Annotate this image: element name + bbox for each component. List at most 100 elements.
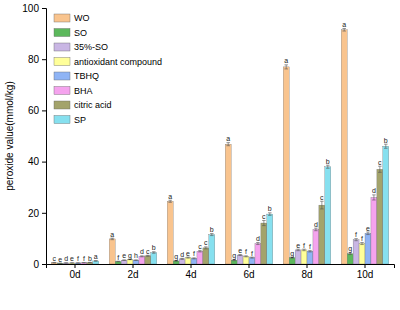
- legend-label: TBHQ: [74, 71, 99, 81]
- significance-label: b: [268, 205, 272, 212]
- y-tick-mark: [42, 110, 46, 111]
- bar: [347, 254, 353, 264]
- legend-swatch: [54, 116, 70, 124]
- legend-swatch: [54, 87, 70, 95]
- y-tick-label: 80: [28, 54, 40, 65]
- bar: [319, 205, 325, 264]
- bar: [69, 263, 75, 264]
- bar: [225, 144, 231, 264]
- error-bar: [210, 234, 214, 236]
- error-bar: [354, 239, 358, 241]
- significance-label: a: [284, 57, 288, 64]
- error-bar: [192, 258, 196, 259]
- error-bar: [94, 260, 98, 262]
- error-bar: [140, 256, 144, 257]
- y-tick-label: 0: [33, 259, 39, 270]
- y-tick: 60: [28, 105, 46, 116]
- y-axis-line: [42, 9, 47, 265]
- x-tick: 6d: [243, 264, 254, 280]
- y-tick-label: 40: [28, 156, 40, 167]
- x-tick-mark: [191, 264, 192, 268]
- legend-swatch: [54, 58, 70, 66]
- y-tick-label: 60: [28, 105, 40, 116]
- error-bar: [152, 252, 156, 254]
- significance-label: e: [70, 255, 74, 262]
- error-bar: [366, 232, 370, 235]
- error-bar: [128, 259, 132, 261]
- y-tick-mark: [42, 162, 46, 163]
- significance-label: a: [342, 21, 346, 28]
- bars: [51, 28, 389, 264]
- bar: [63, 263, 69, 264]
- bar: [307, 251, 313, 264]
- significance-label: f: [361, 235, 363, 242]
- legend-entry: 35%-SO: [54, 42, 108, 52]
- error-bar: [342, 28, 346, 31]
- legend-label: antioxidant compound: [74, 57, 162, 67]
- y-tick-label: 100: [22, 3, 39, 14]
- y-tick: 20: [28, 208, 46, 219]
- error-bar: [146, 255, 150, 256]
- x-tick: 2d: [127, 264, 138, 280]
- bar: [185, 258, 191, 264]
- error-bar: [174, 260, 178, 262]
- significance-label: e: [296, 242, 300, 249]
- bar: [325, 167, 331, 264]
- legend-entry: SP: [54, 115, 86, 125]
- legend-entry: BHA: [54, 86, 93, 96]
- legend-label: 35%-SO: [74, 42, 108, 52]
- significance-label: f: [245, 248, 247, 255]
- error-bar: [372, 195, 376, 200]
- significance-label: c: [146, 248, 150, 255]
- significance-label: d: [180, 251, 184, 258]
- error-bar: [250, 257, 254, 258]
- significance-label: b: [88, 255, 92, 262]
- x-tick-label: 10d: [357, 269, 374, 280]
- legend-entry: citric acid: [54, 100, 112, 110]
- bar: [243, 256, 249, 264]
- error-bar: [360, 242, 364, 244]
- bar: [283, 67, 289, 264]
- bar: [81, 263, 87, 264]
- error-bar: [226, 143, 230, 146]
- y-axis-title: peroxide value(mmol/kg): [4, 81, 15, 191]
- bar: [365, 233, 371, 264]
- y-tick: 0: [33, 259, 46, 270]
- bar: [313, 229, 319, 264]
- error-bar: [268, 213, 272, 216]
- error-bar: [284, 65, 288, 69]
- significance-label: d: [256, 235, 260, 242]
- x-tick: 0d: [69, 264, 80, 280]
- bar: [145, 256, 151, 264]
- error-bar: [116, 261, 120, 263]
- significance-label: c: [198, 243, 202, 250]
- bar: [151, 252, 157, 264]
- error-bar: [302, 249, 306, 251]
- x-tick: 4d: [185, 264, 196, 280]
- significance-label: f: [83, 255, 85, 262]
- legend-label: SO: [74, 28, 87, 38]
- x-tick-mark: [307, 264, 308, 268]
- significance-label: c: [52, 255, 56, 262]
- bar: [231, 260, 237, 264]
- error-bar: [290, 257, 294, 258]
- x-tick-mark: [249, 264, 250, 268]
- y-tick: 100: [22, 3, 46, 14]
- significance-label: c: [204, 239, 208, 246]
- bar: [139, 256, 145, 264]
- bar: [377, 169, 383, 264]
- error-bar: [320, 201, 324, 209]
- significance-label: e: [186, 250, 190, 257]
- error-bar: [82, 262, 86, 263]
- error-bar: [348, 253, 352, 255]
- x-axis-line: [47, 265, 395, 269]
- significance-label: e: [366, 225, 370, 232]
- error-bar: [168, 200, 172, 202]
- significance-label: h: [134, 252, 138, 259]
- bar: [191, 258, 197, 264]
- legend-swatch: [54, 29, 70, 37]
- error-bar: [122, 259, 126, 261]
- x-tick-mark: [365, 264, 366, 268]
- legend-label: BHA: [74, 86, 93, 96]
- x-tick-label: 6d: [243, 269, 254, 280]
